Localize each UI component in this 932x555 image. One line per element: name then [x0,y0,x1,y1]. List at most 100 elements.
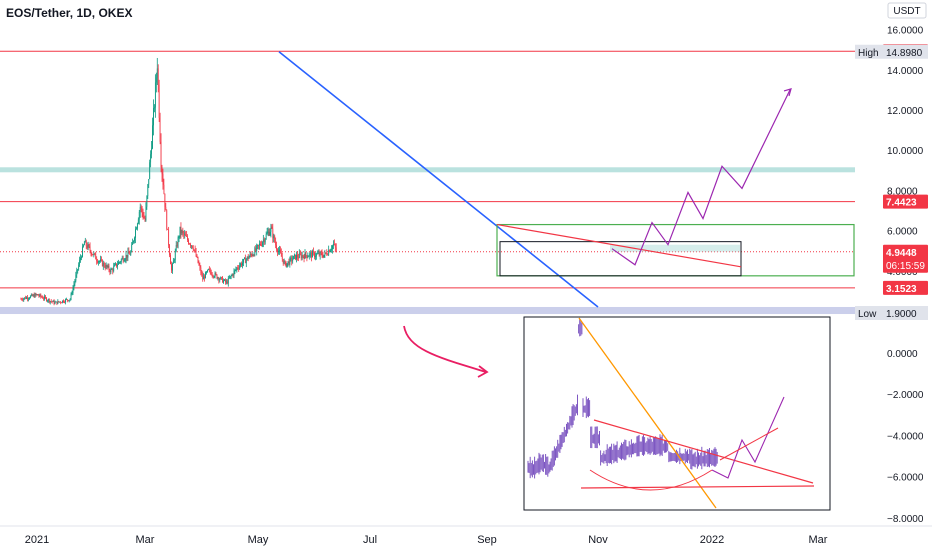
y-tick-label-9: −4.0000 [887,431,924,442]
symbol-title[interactable]: EOS/Tether, 1D, OKEX [6,6,132,20]
candle-body [273,235,275,239]
candle-body [122,257,124,262]
candle-body [172,263,173,271]
candle [24,297,26,300]
candle-body [238,268,240,269]
candle-body [75,274,77,281]
candle [229,276,231,280]
time-axis[interactable]: 2021 Mar May Jul Sep Nov 2022 Mar [0,525,932,550]
candle [236,267,238,273]
candle-body [48,299,50,303]
candle [113,262,115,273]
candle-body [128,251,130,254]
candle-body [47,299,49,301]
x-tick-label-6: 2022 [700,534,724,546]
candle [144,215,146,222]
candle-body [199,265,201,268]
candle-body [324,252,326,255]
consolidation-box[interactable] [499,241,742,277]
candle [225,278,226,285]
candle [47,299,48,303]
candle-body [251,254,253,256]
candle [118,261,120,265]
candle-body [240,263,242,266]
candle [284,260,286,266]
candle [50,299,52,303]
candle-body [187,236,188,241]
candle-body [322,255,324,258]
candle [173,258,175,263]
candle-body [156,68,158,78]
wedge-upper-line[interactable] [496,223,742,268]
annotation-arrow[interactable] [403,325,487,373]
price-level-2[interactable]: 7.4423 [883,194,928,209]
candle [126,254,128,262]
y-tick-label-3: 10.0000 [887,146,924,157]
candle-body [297,254,298,258]
candle [157,64,159,93]
candle-body [106,265,108,268]
candle-body [42,297,44,299]
candle [41,295,43,298]
candle [308,255,310,257]
price-level-1[interactable]: High 14.8980 [855,44,928,59]
levels-layer [0,50,855,289]
candle [110,267,112,275]
candle [130,250,132,257]
candle-body [32,294,34,296]
candle-body [257,244,259,246]
candle [266,227,268,235]
candle-body [295,254,296,260]
candle-body [154,107,155,109]
candle-body [333,244,335,245]
candle [42,295,44,299]
price-axis[interactable]: 16.0000 14.0000 12.0000 10.0000 8.0000 6.0000… [855,0,932,525]
candle [215,271,217,276]
drawings-layer[interactable] [278,51,855,378]
candle-body [230,275,232,277]
candle-body [318,252,320,256]
candle-body [101,259,103,267]
candle-body [261,244,262,246]
candle-body [81,256,82,259]
candle-body [205,272,206,279]
candle [317,249,319,255]
candle [283,258,285,265]
candle-body [259,243,260,246]
candle-body [267,231,269,233]
candle-body [183,232,185,235]
candle [243,257,245,260]
downtrend-line[interactable] [278,51,599,308]
candle [190,245,192,250]
candle [54,300,56,305]
candle [230,274,232,280]
currency-badge[interactable]: USDT [887,2,927,19]
candle [293,255,295,260]
candle-body [309,253,311,257]
candle-body [223,280,224,283]
candle-body [239,265,241,269]
candle-body [83,242,85,246]
candle-body [280,252,282,257]
candle-body [86,245,88,249]
candle-body [266,232,268,235]
y-tick-label-10: −6.0000 [887,473,924,484]
candle [301,251,303,261]
candle [217,276,219,281]
candle [153,99,154,136]
projection-path[interactable] [611,89,791,266]
price-level-3[interactable]: 4.9448 06:15:59 [883,244,928,273]
candle [103,261,105,268]
price-level-5[interactable]: Low 1.9000 [855,306,928,321]
candle-body [167,228,169,230]
candle [118,259,119,265]
candle-body [140,206,142,208]
currency-badge-frame [887,2,927,19]
candle-body [103,263,105,267]
price-level-4[interactable]: 3.1523 [883,280,928,295]
candle [206,270,207,275]
candle [64,300,65,304]
candle [127,247,129,261]
